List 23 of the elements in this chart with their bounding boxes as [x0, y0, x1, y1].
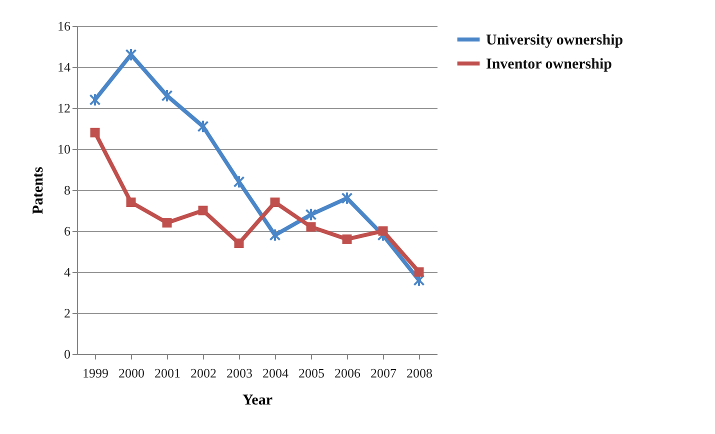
x-tick-label: 2001	[154, 366, 180, 380]
x-tick-label: 2006	[334, 366, 361, 380]
y-tick-label: 16	[58, 18, 71, 34]
x-tick-label: 2004	[262, 366, 289, 380]
x-tick-label: 2005	[298, 366, 324, 380]
y-tick-label: 2	[64, 306, 70, 320]
x-tick-label: 2007	[370, 366, 397, 380]
legend-label: Inventor ownership	[486, 56, 612, 72]
x-tick-label: 2003	[226, 366, 252, 380]
y-tick-label: 14	[58, 60, 71, 74]
y-tick-label: 10	[58, 142, 70, 156]
x-tick-label: 2008	[406, 366, 432, 380]
y-tick-label: 12	[58, 100, 70, 116]
x-tick-label: 1999	[82, 366, 108, 380]
y-axis-title: Patents	[30, 166, 46, 214]
x-axis-title: Year	[242, 392, 273, 408]
y-tick-label: 6	[64, 224, 71, 238]
y-tick-label: 0	[64, 346, 70, 362]
y-tick-label: 8	[64, 182, 70, 198]
x-tick-label: 2002	[190, 366, 216, 380]
y-tick-label: 4	[64, 264, 71, 280]
legend-label: University ownership	[486, 32, 624, 48]
x-tick-label: 2000	[118, 366, 144, 380]
